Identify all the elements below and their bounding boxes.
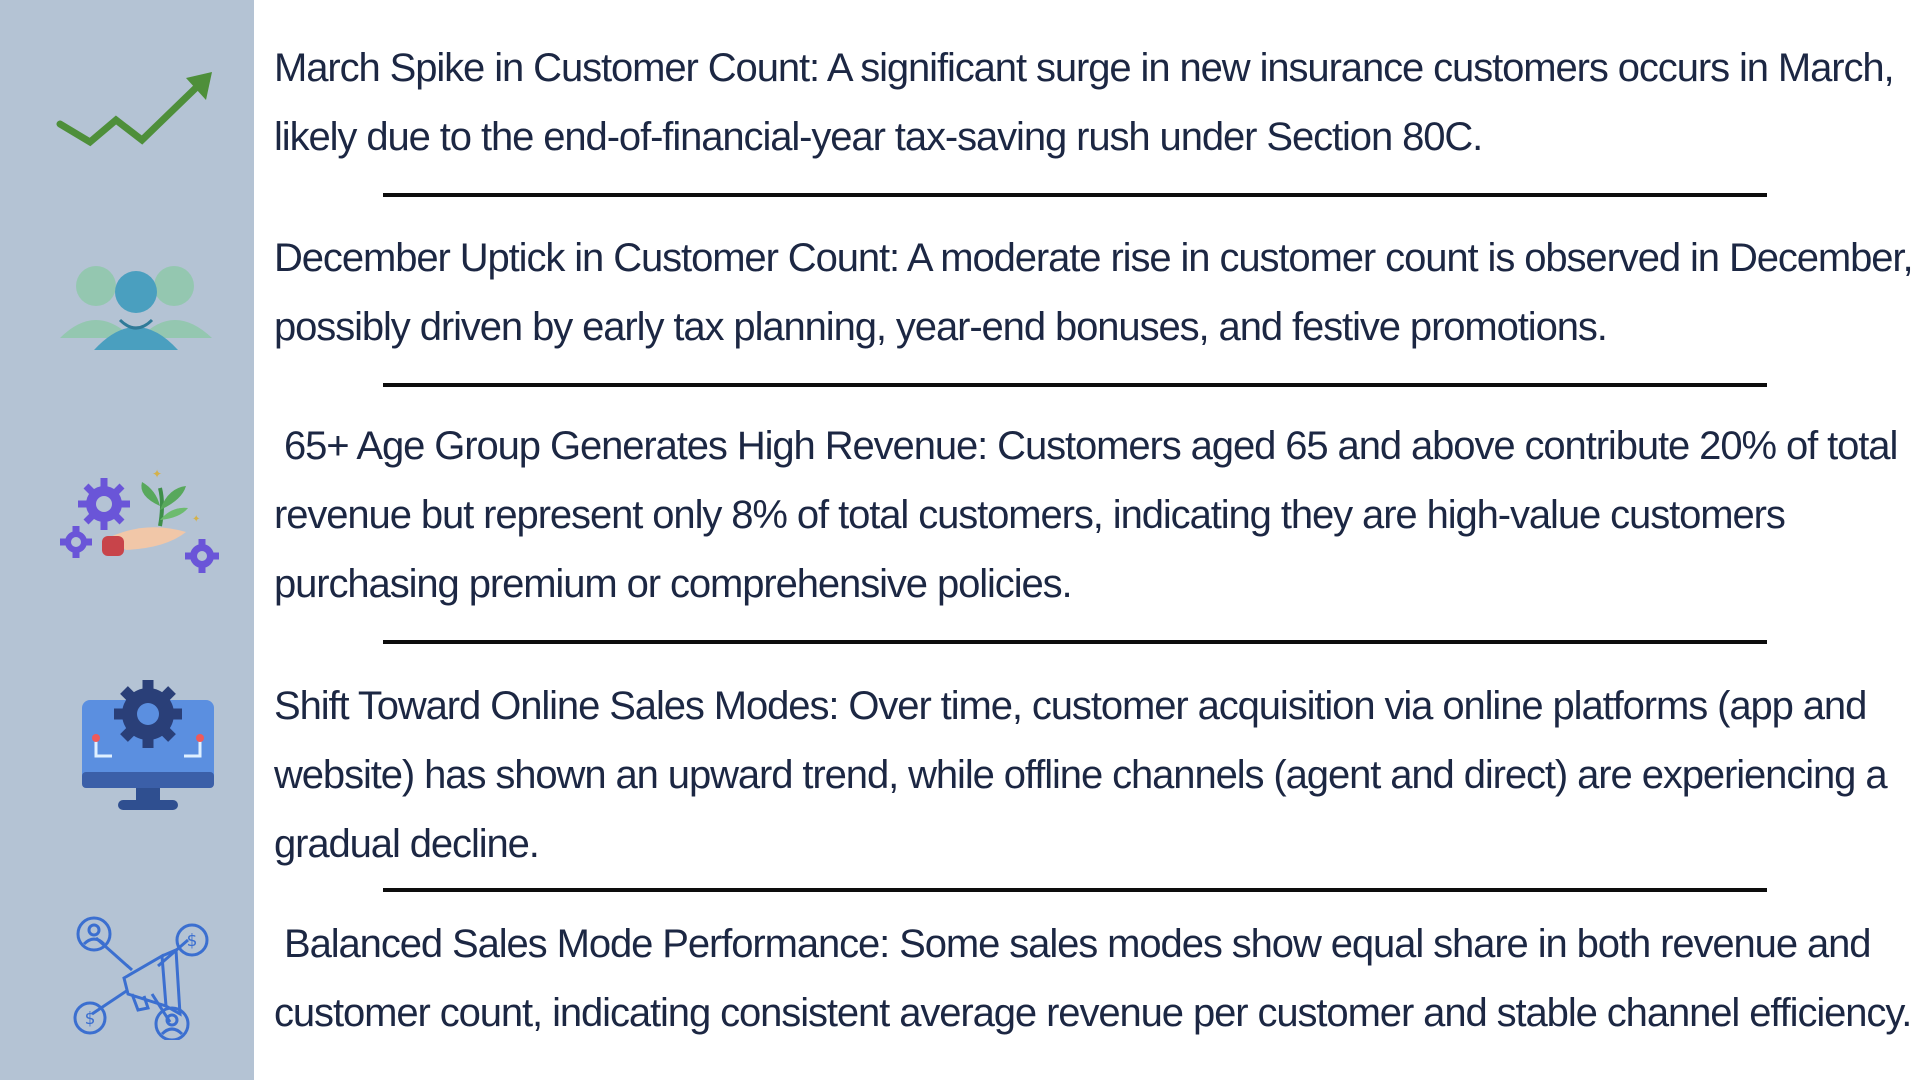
insight-line: March Spike in Customer Count: A signifi… (274, 46, 1895, 90)
divider (383, 383, 1767, 387)
divider (383, 640, 1767, 644)
insight-line: December Uptick in Customer Count: A mod… (274, 236, 1914, 280)
insight-line: website) has shown an upward trend, whil… (274, 753, 1888, 797)
insight-line: gradual decline. (274, 822, 540, 866)
insight-line: purchasing premium or comprehensive poli… (274, 562, 1073, 606)
svg-text:✦: ✦ (192, 514, 200, 525)
insight-line: possibly driven by early tax planning, y… (274, 305, 1608, 349)
divider (383, 888, 1767, 892)
insight-text: December Uptick in Customer Count: A mod… (274, 224, 1914, 362)
insight-text: Balanced Sales Mode Performance: Some sa… (274, 910, 1914, 1048)
insight-line: likely due to the end-of-financial-year … (274, 115, 1483, 159)
monitor-gear-icon (78, 676, 218, 816)
insight-line: Shift Toward Online Sales Modes: Over ti… (274, 684, 1867, 728)
insight-line: customer count, indicating consistent av… (274, 991, 1912, 1035)
insight-text: March Spike in Customer Count: A signifi… (274, 34, 1914, 172)
insight-line: revenue but represent only 8% of total c… (274, 493, 1786, 537)
divider (383, 193, 1767, 197)
svg-text:$: $ (85, 1009, 96, 1029)
megaphone-network-icon: $ $ (70, 910, 216, 1040)
svg-text:$: $ (187, 931, 198, 951)
gears-hand-plant-icon: ✦ ✦ (56, 460, 226, 580)
trend-up-icon (56, 68, 220, 148)
insight-line: 65+ Age Group Generates High Revenue: Cu… (274, 424, 1898, 468)
svg-text:✦: ✦ (152, 467, 162, 481)
insight-line: Balanced Sales Mode Performance: Some sa… (274, 922, 1872, 966)
insight-text: 65+ Age Group Generates High Revenue: Cu… (274, 412, 1914, 619)
insight-text: Shift Toward Online Sales Modes: Over ti… (274, 672, 1914, 879)
customers-group-icon (56, 256, 220, 352)
